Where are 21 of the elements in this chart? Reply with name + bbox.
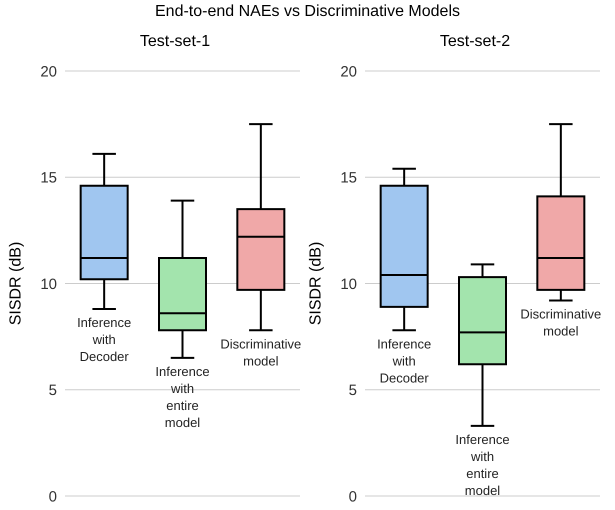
y-tick-label: 0 <box>48 488 57 506</box>
chart-title: Test-set-2 <box>438 33 512 51</box>
x-tick-label: Discriminative model <box>520 306 602 338</box>
x-tick-label: Inference with entire model <box>455 432 510 498</box>
y-tick-label: 15 <box>40 170 57 187</box>
y-tick-label: 15 <box>340 170 357 187</box>
y-tick-label: 20 <box>40 63 57 80</box>
y-tick-label: 10 <box>340 276 357 293</box>
x-tick-label: Inference with entire model <box>155 364 210 430</box>
y-axis-title: SISDR (dB) <box>308 242 325 326</box>
text: End-to-end NAEs vs Discriminative Models <box>154 3 461 21</box>
chart-title: Test-set-1 <box>138 33 212 51</box>
y-tick-label: 5 <box>348 382 357 400</box>
x-tick-label: Inference with Decoder <box>377 336 432 386</box>
y-tick-label: 10 <box>40 276 57 293</box>
y-tick-label: 5 <box>48 382 57 400</box>
x-tick-label: Inference with Decoder <box>77 315 132 364</box>
y-tick-label: 0 <box>348 488 357 506</box>
y-axis-title: SISDR (dB) <box>8 242 25 326</box>
x-tick-label: Discriminative model <box>220 336 302 368</box>
y-tick-label: 20 <box>340 63 357 80</box>
